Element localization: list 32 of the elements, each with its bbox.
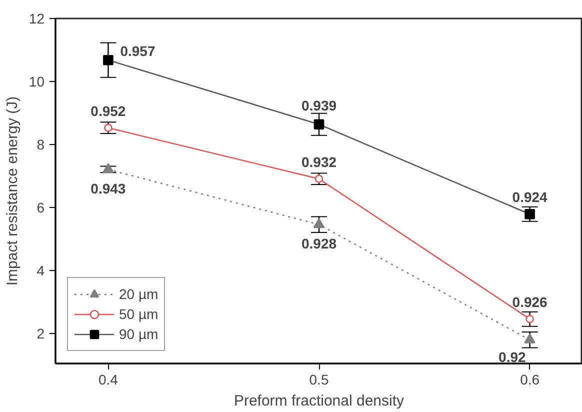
y-tick-label: 2 (36, 326, 45, 342)
x-tick-label: 0.4 (98, 372, 118, 388)
annotation: 0.943 (90, 180, 126, 196)
annotation: 0.939 (301, 97, 337, 114)
point (314, 174, 324, 184)
point (102, 162, 114, 173)
legend-label: 50 µm (119, 306, 158, 322)
annotation: 0.92 (498, 348, 526, 365)
point (103, 54, 114, 66)
annotation: 0.926 (512, 294, 548, 310)
point (524, 209, 535, 220)
y-tick-label: 6 (36, 200, 45, 216)
y-tick-label: 10 (28, 74, 45, 90)
y-tick-label: 8 (36, 136, 45, 153)
legend-label: 20 µm (119, 286, 158, 302)
point (313, 218, 325, 228)
point (524, 333, 536, 344)
annotation: 0.932 (301, 154, 337, 170)
y-tick-label: 4 (36, 262, 45, 279)
legend-label: 90 µm (119, 326, 158, 342)
x-tick-label: 0.6 (520, 372, 540, 388)
y-axis-title: Impact resistance energy (J) (4, 96, 21, 286)
point (526, 314, 534, 324)
x-tick-label: 0.5 (309, 372, 329, 388)
annotation: 0.928 (301, 236, 337, 252)
annotation: 0.957 (120, 43, 156, 60)
y-tick-label: 12 (28, 10, 45, 26)
x-axis-title: Preform fractional density (234, 392, 405, 410)
annotation: 0.924 (512, 189, 548, 206)
point (104, 124, 112, 132)
annotation: 0.952 (90, 102, 126, 119)
point (314, 119, 324, 130)
